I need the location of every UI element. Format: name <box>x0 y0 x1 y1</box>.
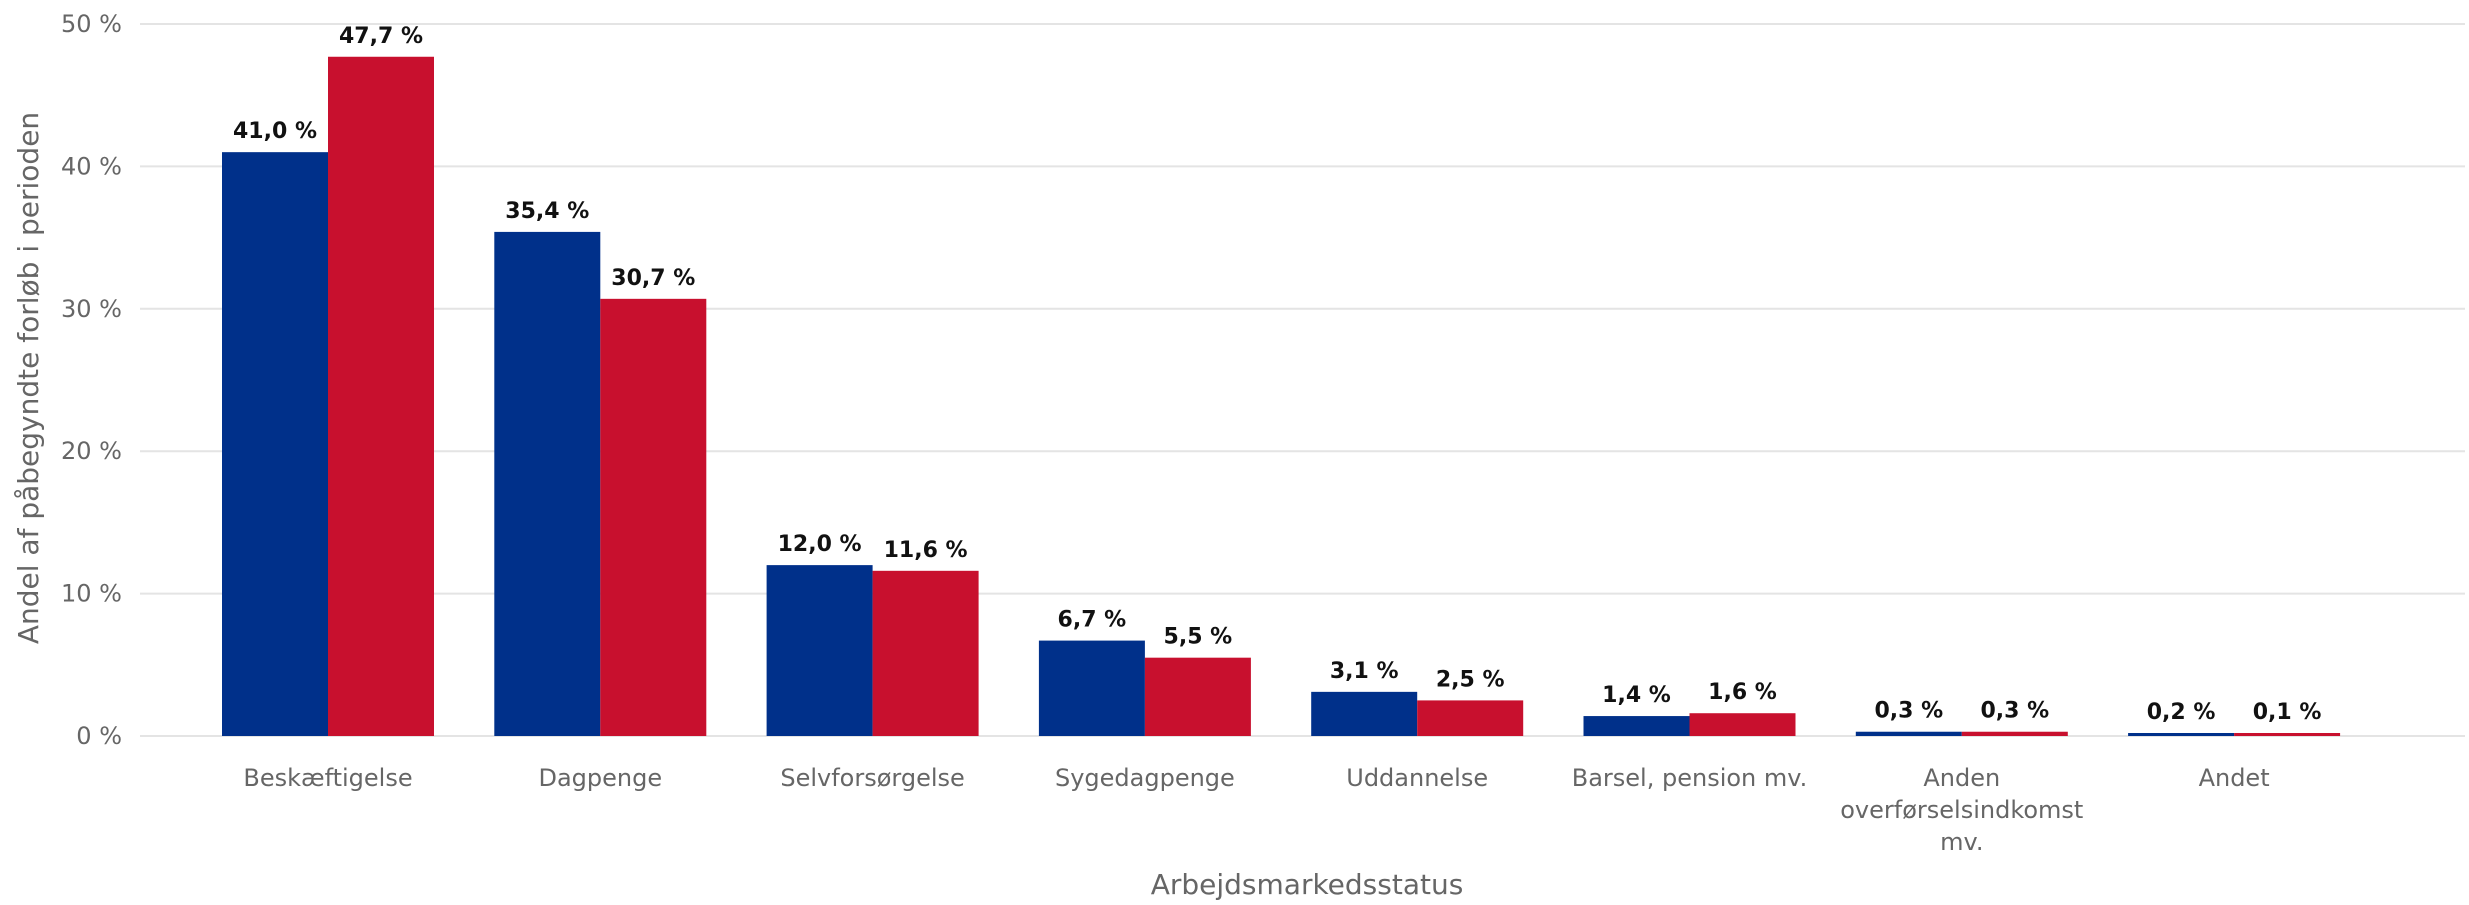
x-category-label: Anden overførselsindkomst mv. <box>1840 764 2083 856</box>
x-category-label: Dagpenge <box>538 764 662 792</box>
gridlines <box>140 23 2465 737</box>
x-category-label: Sygedagpenge <box>1055 764 1235 792</box>
y-tick-label: 40 % <box>61 152 122 180</box>
x-category-label-line: Anden <box>1923 764 2000 792</box>
bar <box>766 565 873 736</box>
bar <box>1144 657 1251 736</box>
bar <box>872 570 979 736</box>
y-axis-title: Andel af påbegyndte forløb i perioden <box>12 112 45 644</box>
x-category-label-line: Uddannelse <box>1346 764 1488 792</box>
bar <box>1311 691 1418 736</box>
data-label: 30,7 % <box>611 266 695 291</box>
data-label: 41,0 % <box>233 119 317 144</box>
x-category-label: Andet <box>2199 764 2270 792</box>
data-label: 47,7 % <box>339 24 423 49</box>
data-label: 5,5 % <box>1164 625 1233 650</box>
y-tick-label: 30 % <box>61 295 122 323</box>
data-labels: 41,0 % 47,7 % 35,4 % 30,7 % 12,0 % 11,6 % 6,7 … <box>233 24 2321 725</box>
data-label: 12,0 % <box>778 532 862 557</box>
bar <box>494 231 601 737</box>
data-label: 35,4 % <box>505 199 589 224</box>
x-category-label: Barsel, pension mv. <box>1572 764 1808 792</box>
x-category-label-line: Dagpenge <box>538 764 662 792</box>
bar <box>2128 733 2235 736</box>
x-category-label-line: Barsel, pension mv. <box>1572 764 1808 792</box>
x-category-label-line: Beskæftigelse <box>243 764 412 792</box>
x-axis-categories: Beskæftigelse Dagpenge Selvforsørgelse Syge… <box>243 764 2269 856</box>
y-tick-label: 20 % <box>61 437 122 465</box>
data-label: 0,2 % <box>2147 700 2216 725</box>
bar <box>2234 733 2341 736</box>
x-category-label-line: Andet <box>2199 764 2270 792</box>
y-tick-label: 50 % <box>61 10 122 38</box>
data-label: 11,6 % <box>884 538 968 563</box>
bar <box>328 56 434 736</box>
data-label: 1,4 % <box>1602 683 1671 708</box>
data-label: 3,1 % <box>1330 659 1399 684</box>
data-label: 6,7 % <box>1058 608 1127 633</box>
x-category-label-line: Selvforsørgelse <box>780 764 964 792</box>
x-category-label-line: Sygedagpenge <box>1055 764 1235 792</box>
x-axis-title: Arbejdsmarkedsstatus <box>1151 868 1464 901</box>
bar <box>1417 700 1524 736</box>
bar <box>1855 731 1962 736</box>
y-axis-ticks: 0 % 10 % 20 % 30 % 40 % 50 % <box>61 10 122 750</box>
y-tick-label: 10 % <box>61 580 122 608</box>
bar <box>600 298 707 736</box>
x-category-label-line: overførselsindkomst <box>1840 796 2083 824</box>
x-category-label: Selvforsørgelse <box>780 764 964 792</box>
data-label: 0,3 % <box>1874 699 1943 724</box>
data-label: 0,1 % <box>2253 700 2322 725</box>
data-label: 1,6 % <box>1708 680 1777 705</box>
bar <box>1038 640 1145 736</box>
bar <box>222 152 328 736</box>
x-category-label-line: mv. <box>1940 828 1983 856</box>
data-label: 2,5 % <box>1436 667 1505 692</box>
bar <box>1961 731 2068 736</box>
x-category-label: Uddannelse <box>1346 764 1488 792</box>
y-tick-label: 0 % <box>76 722 122 750</box>
bar <box>1689 713 1796 736</box>
data-label: 0,3 % <box>1980 699 2049 724</box>
bars <box>222 56 2341 737</box>
x-category-label: Beskæftigelse <box>243 764 412 792</box>
bar <box>1583 716 1690 736</box>
